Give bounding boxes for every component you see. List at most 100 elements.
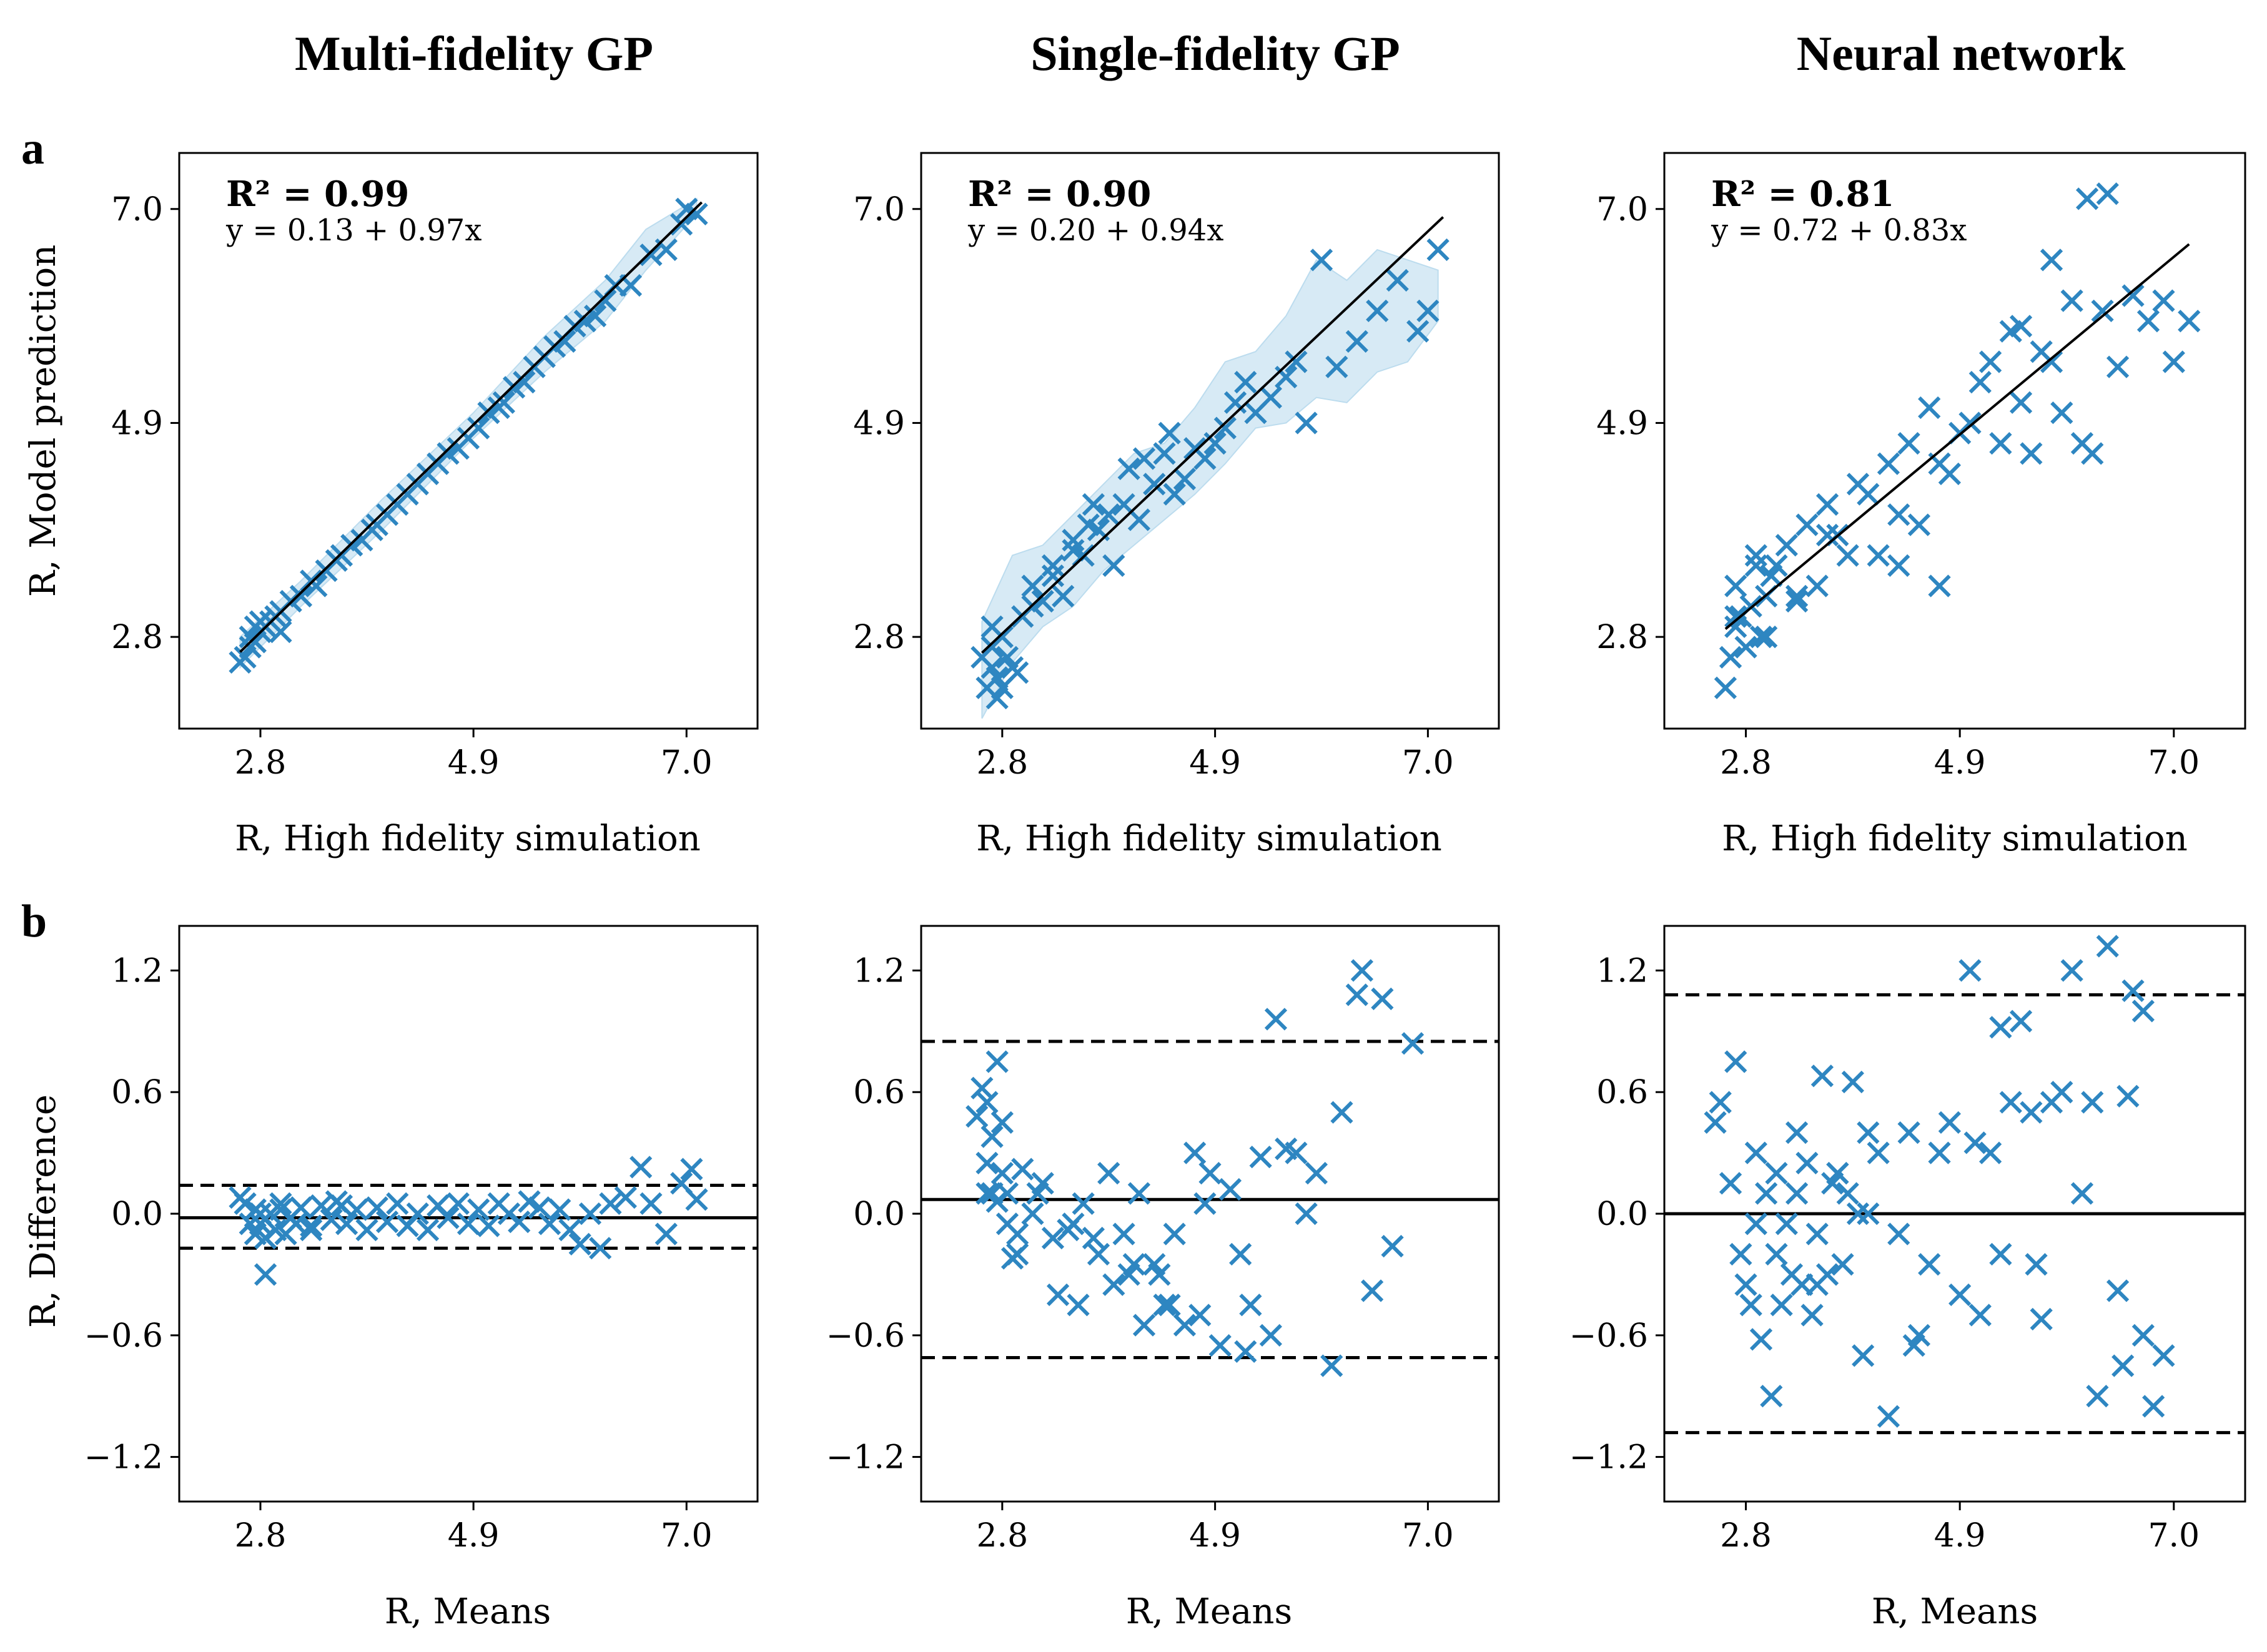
- data-point: [300, 1214, 323, 1237]
- data-point: [2025, 1253, 2048, 1276]
- panel-b-neural-network: 2.8 4.9 7.0 1.2 0.6 0.0 −0.6 −1.2: [1569, 925, 2246, 1555]
- data-point: [2162, 350, 2185, 373]
- data-point: [447, 1192, 470, 1215]
- data-point: [437, 1206, 460, 1229]
- data-point: [599, 1192, 622, 1215]
- data-point: [300, 1218, 323, 1242]
- r-squared-label: R² = 0.90: [968, 174, 1151, 215]
- y-tick-label: 0.6: [853, 1074, 905, 1111]
- uncertainty-band: [981, 248, 1439, 719]
- data-point: [1887, 554, 1910, 578]
- data-point: [1381, 1234, 1404, 1258]
- y-tick-label: 1.2: [1596, 952, 1648, 990]
- plot-area: [1664, 935, 2245, 1435]
- data-point: [1158, 1293, 1181, 1317]
- data-point: [1775, 1212, 1798, 1236]
- panel-b-multi-fidelity: 2.8 4.9 7.0 1.2 0.6 0.0 −0.6 −1.2: [84, 925, 759, 1555]
- data-point: [330, 1194, 353, 1217]
- data-point: [1325, 355, 1348, 378]
- data-point: [1902, 1334, 1925, 1357]
- data-point: [685, 1188, 708, 1211]
- data-point: [1989, 1016, 2012, 1039]
- data-point: [1193, 447, 1217, 470]
- data-point: [457, 1212, 480, 1236]
- data-point: [1852, 1344, 1875, 1367]
- data-point: [1938, 462, 1961, 486]
- data-point: [1117, 457, 1140, 480]
- data-point: [1744, 544, 1767, 567]
- data-point: [1867, 544, 1890, 567]
- data-point: [1734, 636, 1757, 659]
- data-point: [2040, 248, 2063, 272]
- regression-equation: y = 0.13 + 0.97x: [225, 213, 482, 248]
- data-point: [1785, 1182, 1809, 1205]
- data-point: [1173, 468, 1197, 491]
- data-point: [1734, 1273, 1757, 1296]
- data-point: [670, 213, 693, 236]
- data-point: [2009, 1010, 2033, 1033]
- data-point: [1795, 1151, 1819, 1174]
- x-tick-label: 2.8: [235, 1517, 287, 1555]
- data-point: [1755, 626, 1778, 649]
- data-point: [1193, 1192, 1217, 1215]
- data-point: [2060, 289, 2083, 312]
- data-point: [2121, 284, 2145, 307]
- data-point: [578, 1202, 602, 1226]
- data-point: [1963, 1131, 1987, 1154]
- data-point: [1724, 574, 1747, 597]
- data-point: [1006, 1242, 1029, 1266]
- x-tick-label: 2.8: [976, 1517, 1028, 1555]
- row-b-xlabel-3: R, Means: [1872, 1591, 2038, 1632]
- data-point: [1163, 483, 1186, 506]
- row-b-ylabel: R, Difference: [23, 1094, 64, 1328]
- row-a-xlabel-1: R, High fidelity simulation: [235, 819, 701, 859]
- data-point: [1183, 1141, 1207, 1164]
- data-point: [406, 1202, 429, 1226]
- y-tick-label: 2.8: [853, 619, 905, 656]
- data-point: [1719, 1172, 1742, 1195]
- panel-a-multi-fidelity: 2.8 4.9 7.0 2.8 4.9 7.0 R² = 0.99y = 0.13 + 0.…: [111, 152, 759, 782]
- x-tick-label: 4.9: [448, 744, 500, 782]
- data-point: [614, 1186, 637, 1209]
- x-tick-label: 2.8: [1720, 744, 1772, 782]
- data-point: [355, 1218, 378, 1242]
- data-point: [2060, 959, 2083, 982]
- data-point: [310, 1194, 333, 1217]
- data-point: [2040, 350, 2063, 373]
- data-point: [1719, 646, 1742, 669]
- data-point: [269, 1192, 292, 1215]
- y-tick-label: 7.0: [853, 191, 905, 229]
- regression-equation: y = 0.20 + 0.94x: [967, 213, 1223, 248]
- data-point: [2081, 442, 2104, 465]
- x-tick-label: 7.0: [2148, 1517, 2200, 1555]
- data-point: [1386, 268, 1409, 292]
- data-point: [1330, 1101, 1353, 1124]
- data-point: [553, 330, 576, 353]
- data-point: [975, 1091, 999, 1114]
- data-point: [1188, 1304, 1212, 1327]
- data-point: [467, 416, 490, 440]
- data-point: [1948, 1283, 1972, 1306]
- data-point: [2106, 1279, 2130, 1302]
- regression-line: [980, 216, 1445, 654]
- data-point: [990, 1161, 1014, 1185]
- data-point: [1770, 1293, 1793, 1317]
- data-point: [269, 1198, 292, 1221]
- data-point: [528, 1196, 551, 1219]
- data-point: [1958, 959, 1982, 982]
- x-tick-label: 4.9: [1189, 744, 1241, 782]
- x-tick-label: 4.9: [1934, 1517, 1986, 1555]
- data-point: [1810, 1064, 1834, 1088]
- data-point: [2096, 182, 2119, 205]
- column-title-single-fidelity: Single-fidelity GP: [1030, 26, 1400, 81]
- data-point: [1021, 574, 1044, 597]
- data-point: [1213, 416, 1237, 440]
- data-point: [1062, 539, 1085, 562]
- data-point: [594, 289, 617, 312]
- data-point: [2116, 1084, 2140, 1108]
- data-point: [1234, 371, 1257, 394]
- data-point: [365, 1196, 388, 1219]
- data-point: [1127, 508, 1151, 531]
- data-point: [1805, 1273, 1829, 1296]
- data-point: [249, 1202, 272, 1226]
